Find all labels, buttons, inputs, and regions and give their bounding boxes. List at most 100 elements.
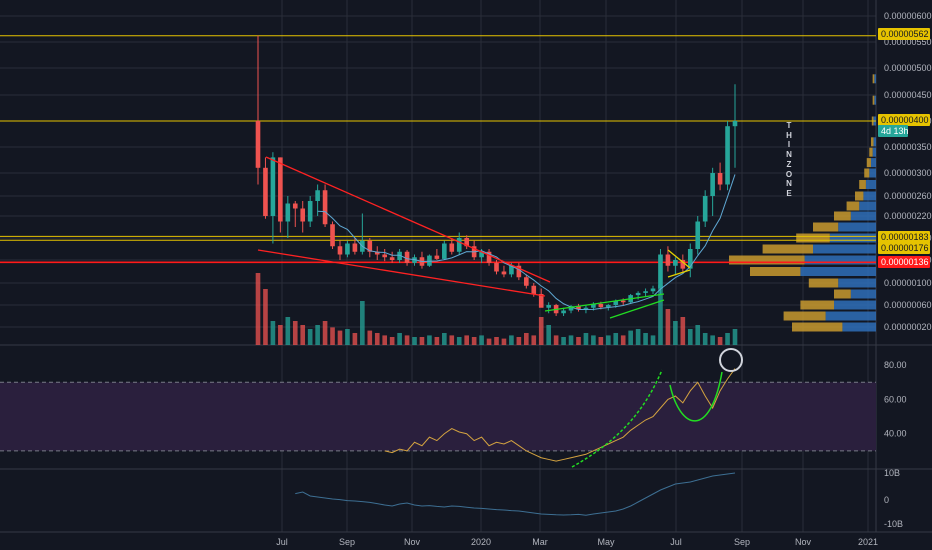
time-tick-label: May bbox=[597, 537, 615, 547]
volume-bar bbox=[628, 330, 633, 345]
volume-bar bbox=[278, 325, 283, 345]
volume-bar bbox=[516, 337, 522, 345]
candle-body bbox=[501, 271, 507, 275]
price-level-tag bbox=[878, 114, 930, 126]
volume-profile-bar-up bbox=[874, 95, 876, 105]
candle-body bbox=[546, 305, 551, 308]
volume-profile-bar-down bbox=[783, 311, 826, 321]
volume-profile-bar-up bbox=[813, 244, 876, 254]
price-level-tag bbox=[878, 125, 908, 137]
rsi-line bbox=[384, 368, 736, 462]
volume-bar bbox=[591, 335, 596, 345]
candle-body bbox=[591, 303, 596, 308]
candle-body bbox=[494, 262, 499, 272]
volume-bar bbox=[337, 330, 343, 345]
volume-profile-bar-down bbox=[869, 147, 873, 157]
volume-profile-bar-down bbox=[872, 74, 875, 84]
volume-bar bbox=[673, 321, 678, 345]
volume-profile-bar-up bbox=[874, 74, 876, 84]
candle-body bbox=[389, 257, 395, 260]
volume-profile-bar-down bbox=[808, 278, 839, 288]
annotation-letter: O bbox=[786, 170, 792, 179]
price-tick-label: 0.00000500 bbox=[884, 63, 932, 73]
volume-profile-bar-down bbox=[864, 168, 870, 178]
volume-profile-bar-up bbox=[800, 267, 876, 276]
candle-body bbox=[322, 190, 328, 225]
candle-body bbox=[524, 277, 529, 286]
rsi-curve-annotation bbox=[571, 369, 663, 468]
time-tick-label: Sep bbox=[339, 537, 355, 547]
trendline-channel-bottom bbox=[609, 299, 665, 319]
volume-bar bbox=[561, 337, 566, 345]
price-level-tag-text: 0.00000183 bbox=[881, 232, 929, 242]
volume-bar bbox=[330, 327, 335, 345]
volume-bar bbox=[434, 337, 440, 345]
volume-profile-bar-down bbox=[866, 158, 871, 168]
candle-body bbox=[516, 265, 522, 278]
volume-profile-bar-down bbox=[796, 233, 830, 243]
volume-bar bbox=[456, 337, 462, 345]
annotation-letter: H bbox=[786, 131, 792, 140]
candle-body bbox=[635, 292, 641, 296]
candle-body bbox=[292, 203, 298, 209]
rsi-band bbox=[0, 382, 876, 451]
volume-profile-bar-up bbox=[872, 147, 876, 157]
volume-bar bbox=[404, 335, 410, 345]
volume-profile-bar-down bbox=[859, 180, 866, 189]
volume-profile-bar-down bbox=[872, 95, 875, 105]
price-tick-label: 0.00000300 bbox=[884, 168, 932, 178]
oscillator-line bbox=[295, 472, 736, 516]
candle-body bbox=[367, 240, 373, 252]
candle-body bbox=[278, 157, 283, 222]
candle-body bbox=[583, 307, 589, 310]
price-tick-label: 0.00000550 bbox=[884, 37, 932, 47]
volume-bar bbox=[307, 329, 313, 345]
candle-body bbox=[345, 243, 350, 255]
volume-bar bbox=[412, 337, 417, 345]
volume-bar bbox=[263, 289, 268, 345]
volume-bar bbox=[732, 329, 738, 345]
candle-body bbox=[568, 306, 574, 311]
rsi-cup-annotation bbox=[669, 371, 723, 422]
volume-profile-bar-up bbox=[863, 191, 876, 201]
volume-profile-bar-up bbox=[850, 289, 876, 299]
volume-bar bbox=[710, 335, 715, 345]
candle-body bbox=[725, 126, 730, 185]
volume-profile-bar-up bbox=[870, 158, 876, 168]
volume-bar bbox=[702, 333, 708, 345]
candle-body bbox=[673, 260, 678, 266]
oscillator-tick-label: -10B bbox=[884, 519, 903, 529]
volume-bar bbox=[464, 335, 469, 345]
candle-body bbox=[397, 251, 402, 260]
volume-bar bbox=[598, 337, 604, 345]
candle-body bbox=[710, 173, 715, 196]
volume-bar bbox=[605, 335, 611, 345]
candle-body bbox=[732, 121, 738, 127]
candle-body bbox=[307, 201, 313, 222]
annotation-letter: N bbox=[786, 179, 792, 188]
price-tick-label: 0.00000350 bbox=[884, 142, 932, 152]
price-level-tag-text: 0.00000400 bbox=[881, 115, 929, 125]
price-level-tag-text: 4d 13h bbox=[881, 126, 909, 136]
time-tick-label: Nov bbox=[404, 537, 421, 547]
volume-profile-bar-down bbox=[762, 244, 813, 254]
annotation-letter: Z bbox=[787, 160, 792, 169]
candle-body bbox=[352, 243, 358, 252]
volume-profile-bar-down bbox=[870, 137, 874, 147]
candle-body bbox=[456, 238, 462, 252]
volume-bar bbox=[374, 333, 380, 345]
price-level-tag-text: 0.00000176 bbox=[881, 243, 929, 253]
trendline-upper bbox=[265, 156, 551, 283]
price-tick-label: 0.00000600 bbox=[884, 11, 932, 21]
price-level-tag-text: 0.00000136 bbox=[881, 257, 929, 267]
annotation-letter: E bbox=[786, 189, 792, 198]
candle-body bbox=[300, 208, 306, 222]
trendline-lower bbox=[257, 249, 546, 297]
volume-bar bbox=[285, 317, 291, 345]
price-level-tag bbox=[878, 231, 930, 243]
price-tick-label: 0.00000020 bbox=[884, 322, 932, 332]
trendline-channel-top bbox=[544, 293, 665, 312]
time-tick-label: 2021 bbox=[858, 537, 878, 547]
price-tick-label: 0.00000220 bbox=[884, 211, 932, 221]
